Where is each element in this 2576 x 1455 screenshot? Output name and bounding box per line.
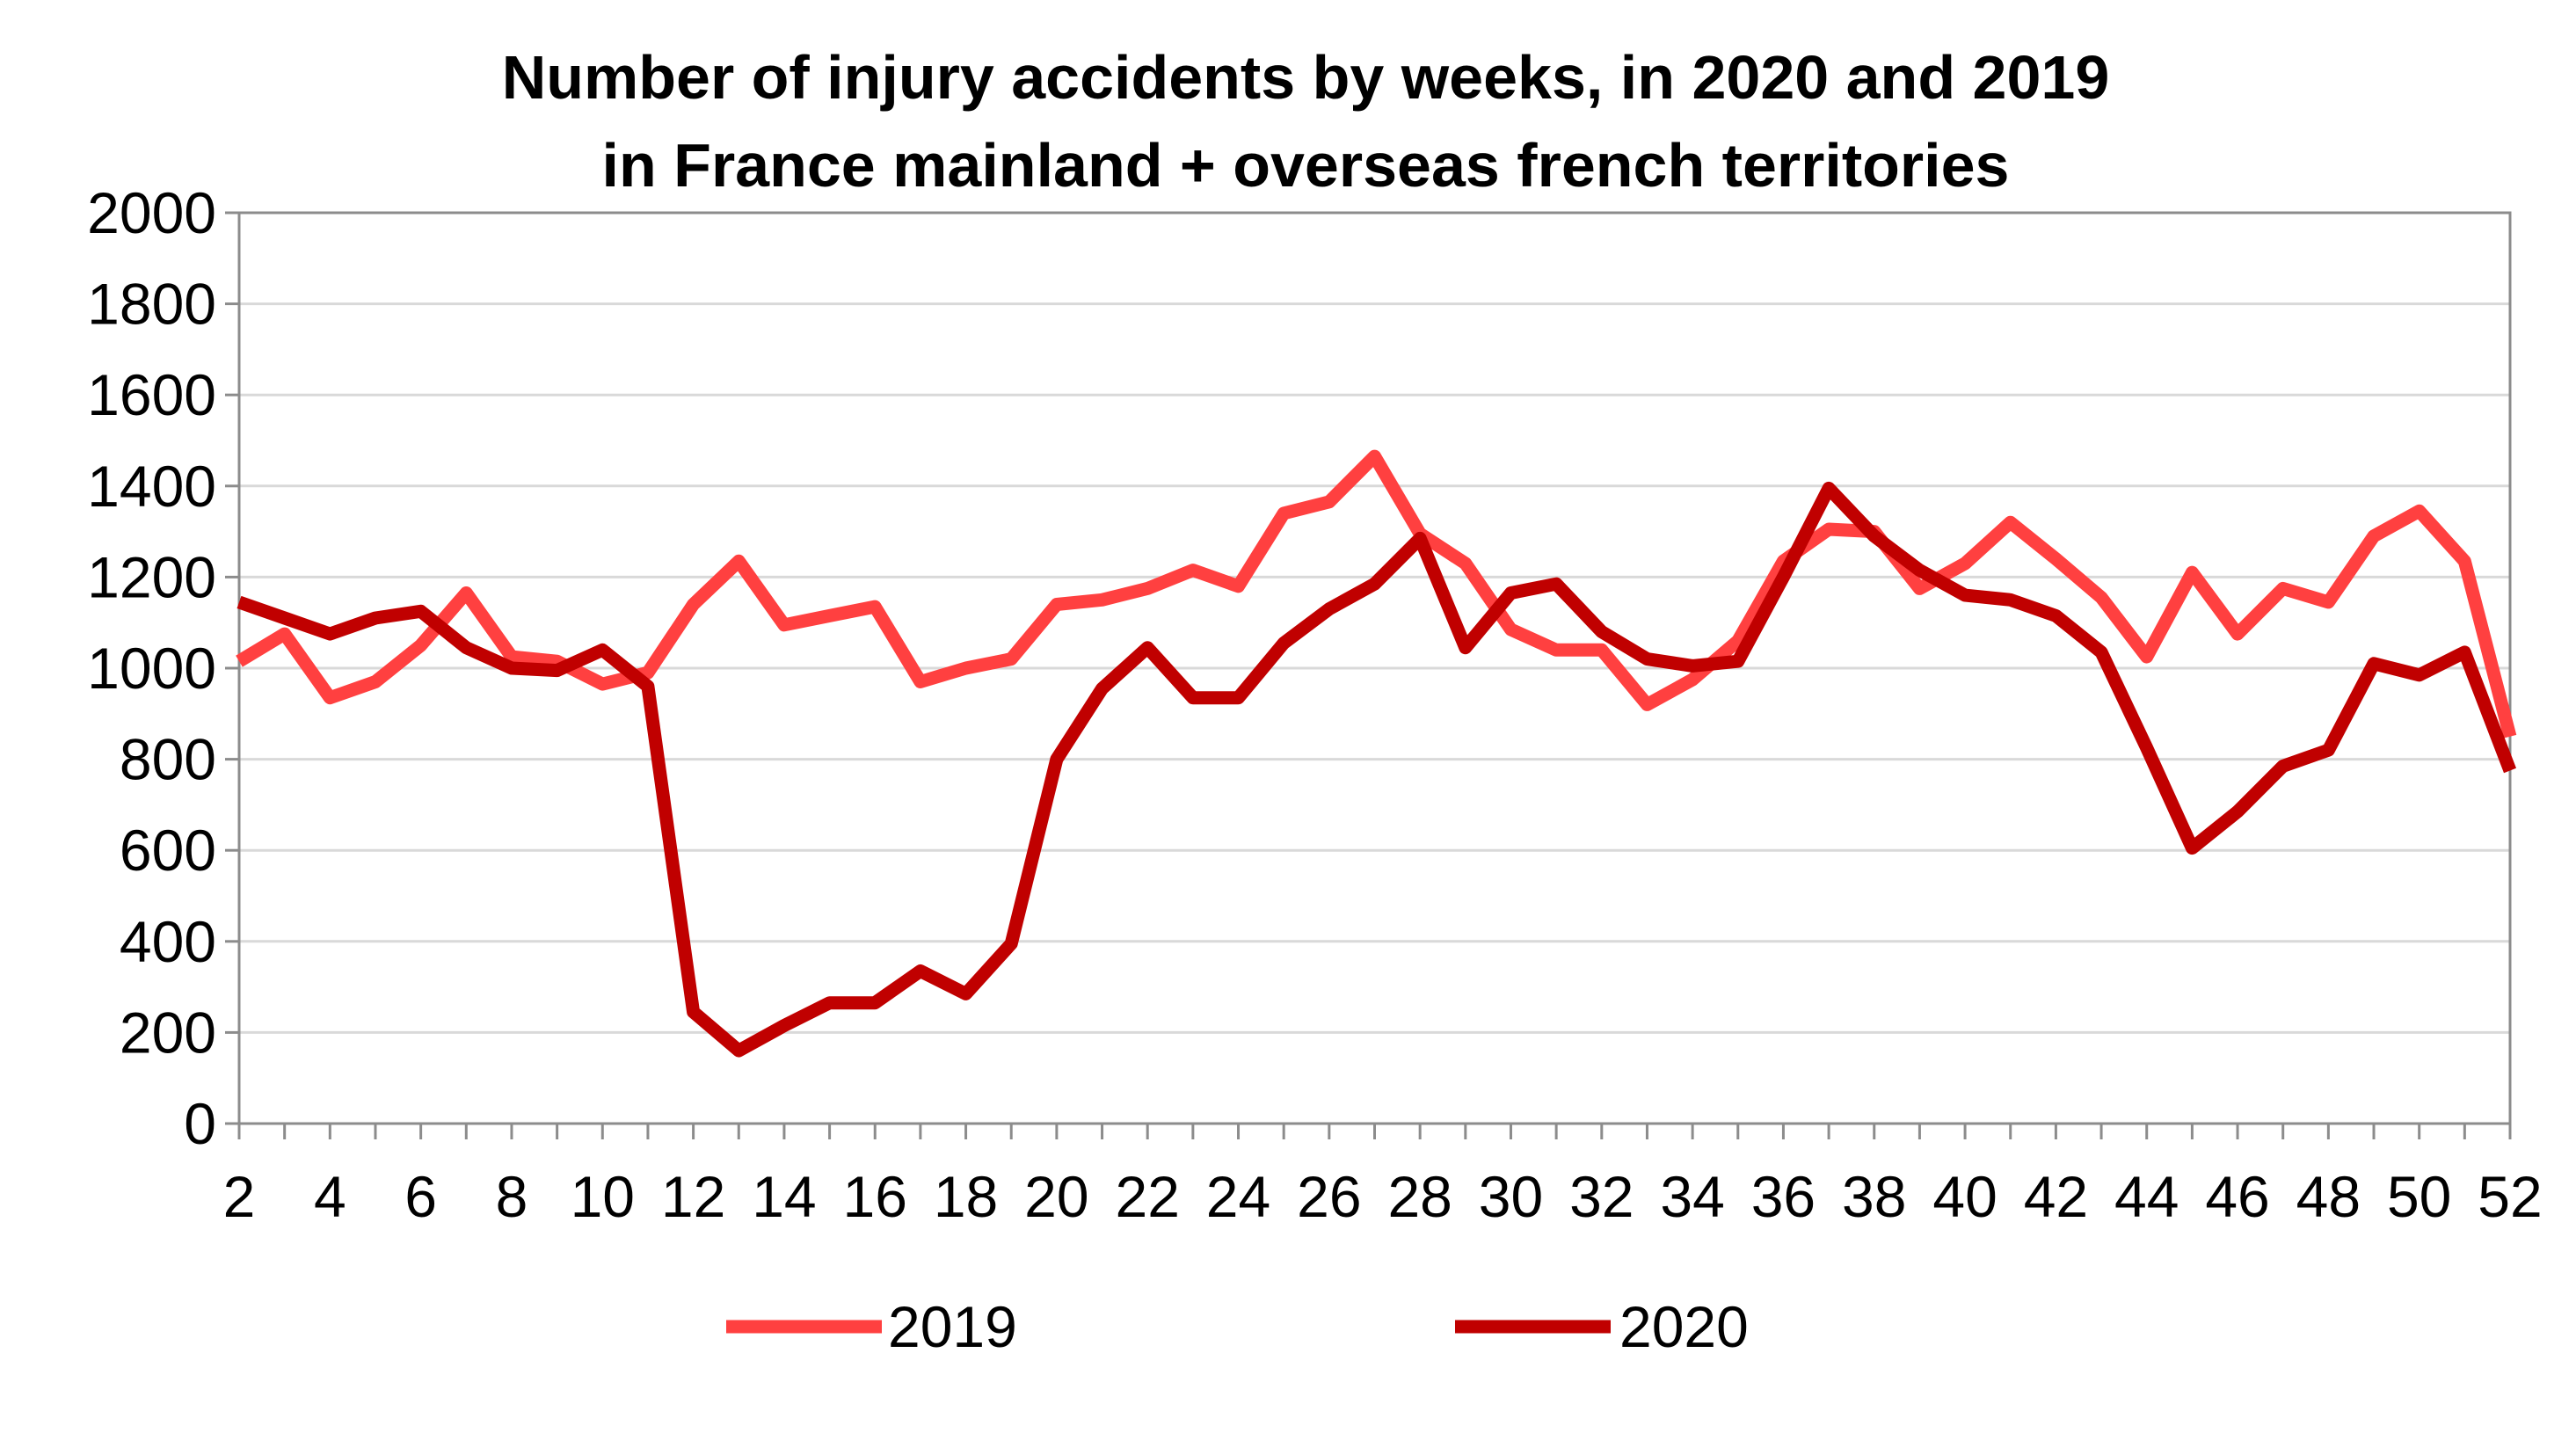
x-tick-label: 14 <box>752 1164 816 1229</box>
x-axis: 2 4 6 8 10 12 14 16 18 20 22 24 26 28 30 32 34 36 38 40 42 44… <box>223 1122 2543 1229</box>
series-line-2019 <box>236 449 2517 738</box>
y-tick-label: 0 <box>184 1091 216 1156</box>
x-tick-label: 8 <box>496 1164 528 1229</box>
x-tick-label: 42 <box>2024 1164 2088 1229</box>
x-tick-label: 28 <box>1387 1164 1452 1229</box>
x-tick-label: 26 <box>1297 1164 1361 1229</box>
y-tick-label: 600 <box>120 818 216 883</box>
y-tick-label: 1000 <box>87 636 216 701</box>
x-tick-label: 18 <box>934 1164 998 1229</box>
x-tick-label: 38 <box>1842 1164 1906 1229</box>
y-axis-tick-labels: 0 200 400 600 800 1000 1200 1400 1600 1800 2000 <box>87 180 241 1156</box>
x-tick-label: 6 <box>404 1164 437 1229</box>
x-tick-label: 4 <box>314 1164 346 1229</box>
x-tick-label: 16 <box>843 1164 907 1229</box>
x-tick-label: 2 <box>223 1164 256 1229</box>
x-tick-label: 10 <box>571 1164 635 1229</box>
y-tick-label: 2000 <box>87 180 216 245</box>
x-tick-label: 48 <box>2296 1164 2361 1229</box>
series-lines <box>236 449 2517 1058</box>
y-tick-label: 1800 <box>87 272 216 337</box>
x-tick-label: 30 <box>1479 1164 1543 1229</box>
y-tick-label: 1400 <box>87 454 216 519</box>
x-tick-label: 24 <box>1206 1164 1270 1229</box>
x-tick-label: 12 <box>661 1164 725 1229</box>
y-tick-label: 1200 <box>87 544 216 609</box>
legend-label-2020: 2020 <box>1619 1294 1749 1359</box>
x-tick-label: 36 <box>1751 1164 1816 1229</box>
x-tick-label: 50 <box>2387 1164 2451 1229</box>
series-line-2020 <box>236 481 2517 1058</box>
chart-title-line-2: in France mainland + overseas french ter… <box>602 131 2010 200</box>
x-tick-label: 22 <box>1115 1164 1179 1229</box>
x-tick-label: 20 <box>1024 1164 1088 1229</box>
y-tick-label: 200 <box>120 1000 216 1065</box>
y-tick-label: 1600 <box>87 362 216 427</box>
x-tick-label: 52 <box>2478 1164 2542 1229</box>
x-tick-label: 44 <box>2114 1164 2179 1229</box>
x-tick-label: 32 <box>1569 1164 1634 1229</box>
x-tick-label: 40 <box>1932 1164 1997 1229</box>
x-tick-label: 34 <box>1660 1164 1724 1229</box>
y-tick-label: 400 <box>120 909 216 974</box>
legend: 2019 2020 <box>726 1294 1749 1359</box>
legend-label-2019: 2019 <box>888 1294 1017 1359</box>
chart-title-line-1: Number of injury accidents by weeks, in … <box>502 43 2110 112</box>
x-tick-label: 46 <box>2205 1164 2269 1229</box>
y-tick-label: 800 <box>120 727 216 792</box>
